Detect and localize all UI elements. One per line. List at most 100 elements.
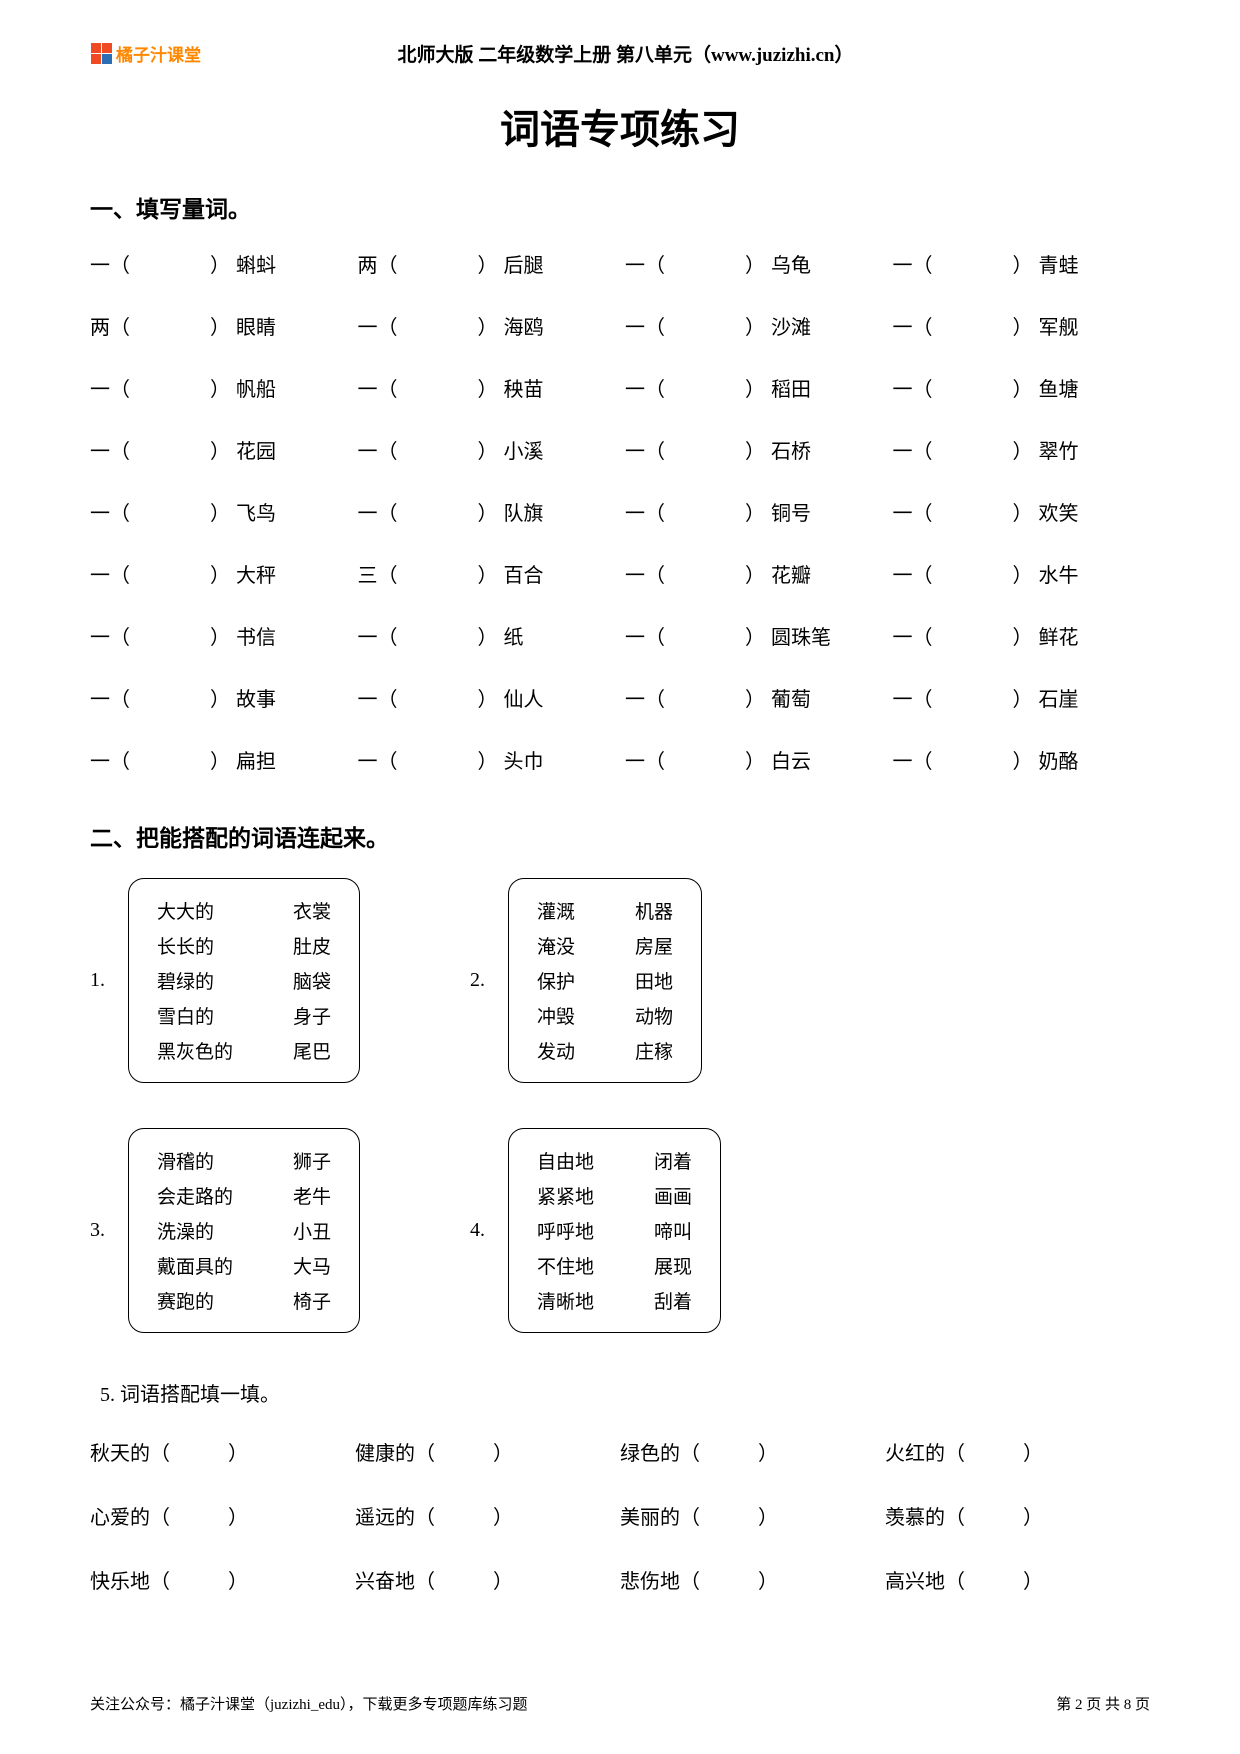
fill-prefix: 一（ bbox=[90, 503, 130, 525]
footer-right: 第 2 页 共 8 页 bbox=[1056, 1693, 1150, 1714]
paren-close: ） bbox=[1013, 689, 1033, 711]
q5-label: 兴奋地（ bbox=[355, 1571, 435, 1593]
fill-word: 圆珠笔 bbox=[771, 627, 831, 649]
match-number: 1. bbox=[90, 969, 112, 992]
match-group: 2.灌溉淹没保护冲毁发动机器房屋田地动物庄稼 bbox=[470, 878, 702, 1083]
fill-prefix: 一（ bbox=[90, 689, 130, 711]
paren-close: ） bbox=[758, 1507, 778, 1529]
fill-item: 一（）青蛙 bbox=[893, 249, 1151, 278]
fill-prefix: 一（ bbox=[90, 751, 130, 773]
match-word: 大马 bbox=[293, 1252, 331, 1279]
match-word: 椅子 bbox=[293, 1287, 331, 1314]
paren-close: ） bbox=[1013, 317, 1033, 339]
paren-close: ） bbox=[1023, 1571, 1043, 1593]
paren-close: ） bbox=[478, 317, 498, 339]
q5-title: 5. 词语搭配填一填。 bbox=[100, 1378, 1150, 1407]
fill-word: 白云 bbox=[771, 751, 811, 773]
fill-word: 沙滩 bbox=[771, 317, 811, 339]
fill-word: 眼睛 bbox=[236, 317, 276, 339]
paren-close: ） bbox=[228, 1507, 248, 1529]
fill-prefix: 一（ bbox=[358, 689, 398, 711]
match-word: 庄稼 bbox=[635, 1037, 673, 1064]
fill-prefix: 一（ bbox=[625, 317, 665, 339]
fill-item: 三（）百合 bbox=[358, 559, 616, 588]
page-footer: 关注公众号：橘子汁课堂（juzizhi_edu），下载更多专项题库练习题 第 2… bbox=[90, 1693, 1150, 1714]
section2-title: 二、把能搭配的词语连起来。 bbox=[90, 819, 1150, 853]
fill-prefix: 一（ bbox=[893, 379, 933, 401]
q5-label: 绿色的（ bbox=[620, 1443, 700, 1465]
match-word: 衣裳 bbox=[293, 897, 331, 924]
match-word: 小丑 bbox=[293, 1217, 331, 1244]
logo-text: 橘子汁课堂 bbox=[116, 41, 201, 66]
fill-word: 翠竹 bbox=[1039, 441, 1079, 463]
q5-label: 心爱的（ bbox=[90, 1507, 170, 1529]
match-word: 啼叫 bbox=[654, 1217, 692, 1244]
match-word: 赛跑的 bbox=[157, 1287, 233, 1314]
fill-prefix: 一（ bbox=[893, 317, 933, 339]
fill-item: 一（）花瓣 bbox=[625, 559, 883, 588]
match-word: 碧绿的 bbox=[157, 967, 233, 994]
fill-word: 仙人 bbox=[504, 689, 544, 711]
q5-item: 兴奋地（） bbox=[355, 1565, 620, 1594]
fill-word: 纸 bbox=[504, 627, 524, 649]
match-word: 戴面具的 bbox=[157, 1252, 233, 1279]
q5-item: 悲伤地（） bbox=[620, 1565, 885, 1594]
match-word: 肚皮 bbox=[293, 932, 331, 959]
fill-word: 百合 bbox=[504, 565, 544, 587]
paren-close: ） bbox=[210, 751, 230, 773]
fill-item: 一（）小溪 bbox=[358, 435, 616, 464]
paren-close: ） bbox=[210, 255, 230, 277]
fill-item: 一（）故事 bbox=[90, 683, 348, 712]
fill-prefix: 一（ bbox=[893, 255, 933, 277]
fill-word: 军舰 bbox=[1039, 317, 1079, 339]
fill-prefix: 一（ bbox=[625, 751, 665, 773]
fill-item: 一（）水牛 bbox=[893, 559, 1151, 588]
fill-grid: 一（）蝌蚪两（）后腿一（）乌龟一（）青蛙两（）眼睛一（）海鸥一（）沙滩一（）军舰… bbox=[90, 249, 1150, 774]
fill-word: 铜号 bbox=[771, 503, 811, 525]
fill-item: 一（）队旗 bbox=[358, 497, 616, 526]
paren-close: ） bbox=[745, 689, 765, 711]
q5-label: 健康的（ bbox=[355, 1443, 435, 1465]
paren-close: ） bbox=[210, 379, 230, 401]
q5-item: 火红的（） bbox=[885, 1437, 1150, 1466]
fill-word: 葡萄 bbox=[771, 689, 811, 711]
fill-item: 一（）飞鸟 bbox=[90, 497, 348, 526]
q5-item: 高兴地（） bbox=[885, 1565, 1150, 1594]
paren-close: ） bbox=[210, 441, 230, 463]
fill-word: 小溪 bbox=[504, 441, 544, 463]
fill-word: 花园 bbox=[236, 441, 276, 463]
fill-word: 飞鸟 bbox=[236, 503, 276, 525]
fill-item: 一（）书信 bbox=[90, 621, 348, 650]
fill-prefix: 一（ bbox=[358, 751, 398, 773]
fill-item: 一（）仙人 bbox=[358, 683, 616, 712]
q5-label: 悲伤地（ bbox=[620, 1571, 700, 1593]
match-word: 清晰地 bbox=[537, 1287, 594, 1314]
match-word: 身子 bbox=[293, 1002, 331, 1029]
fill-prefix: 一（ bbox=[893, 441, 933, 463]
fill-item: 一（）白云 bbox=[625, 745, 883, 774]
paren-close: ） bbox=[1013, 751, 1033, 773]
page-header: 橘子汁课堂 北师大版 二年级数学上册 第八单元（www.juzizhi.cn） bbox=[90, 40, 1150, 67]
paren-close: ） bbox=[758, 1443, 778, 1465]
paren-close: ） bbox=[478, 255, 498, 277]
fill-item: 一（）葡萄 bbox=[625, 683, 883, 712]
fill-prefix: 一（ bbox=[90, 379, 130, 401]
match-col-left: 滑稽的会走路的洗澡的戴面具的赛跑的 bbox=[157, 1147, 233, 1314]
fill-item: 一（）翠竹 bbox=[893, 435, 1151, 464]
paren-close: ） bbox=[210, 689, 230, 711]
fill-item: 一（）海鸥 bbox=[358, 311, 616, 340]
q5-label: 美丽的（ bbox=[620, 1507, 700, 1529]
match-word: 展现 bbox=[654, 1252, 692, 1279]
fill-word: 花瓣 bbox=[771, 565, 811, 587]
q5-item: 美丽的（ ） bbox=[620, 1501, 885, 1530]
match-word: 灌溉 bbox=[537, 897, 575, 924]
match-box: 自由地紧紧地呼呼地不住地清晰地闭着画画啼叫展现刮着 bbox=[508, 1128, 721, 1333]
fill-word: 石崖 bbox=[1039, 689, 1079, 711]
fill-word: 鲜花 bbox=[1039, 627, 1079, 649]
fill-word: 书信 bbox=[236, 627, 276, 649]
fill-word: 队旗 bbox=[504, 503, 544, 525]
logo: 橘子汁课堂 bbox=[90, 41, 201, 66]
match-row: 1.大大的长长的碧绿的雪白的黑灰色的衣裳肚皮脑袋身子尾巴2.灌溉淹没保护冲毁发动… bbox=[90, 878, 1150, 1083]
fill-word: 水牛 bbox=[1039, 565, 1079, 587]
match-box: 大大的长长的碧绿的雪白的黑灰色的衣裳肚皮脑袋身子尾巴 bbox=[128, 878, 360, 1083]
